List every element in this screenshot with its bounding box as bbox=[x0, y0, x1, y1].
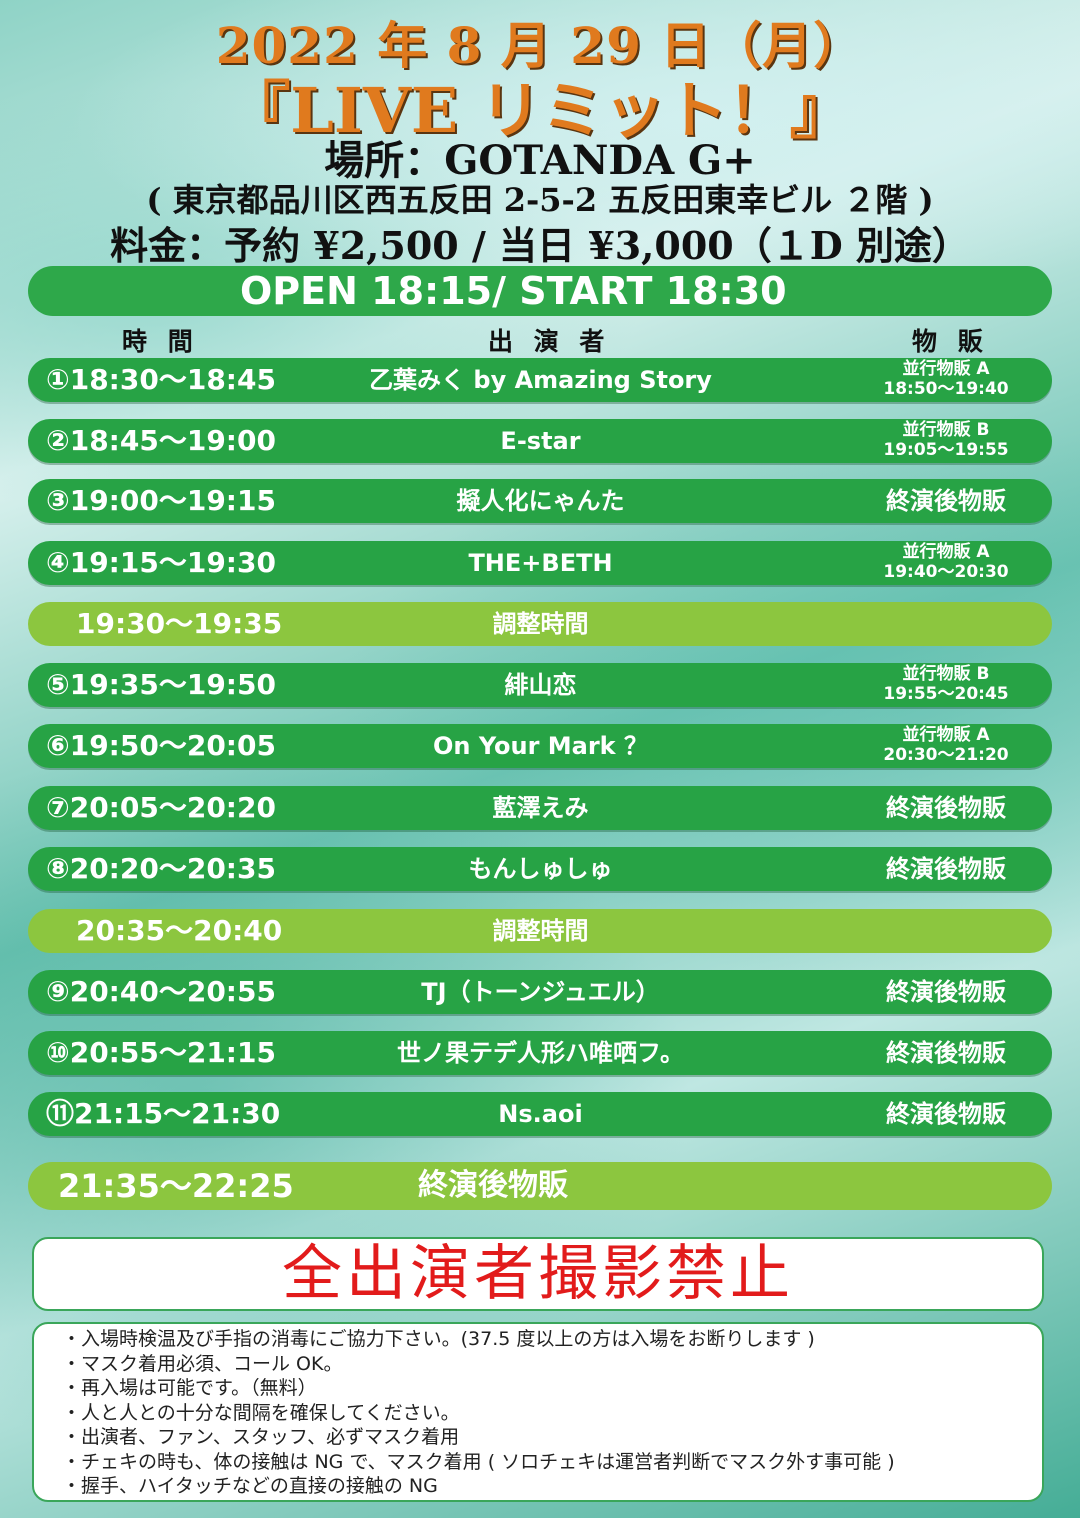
performer-name: Ns.aoi bbox=[498, 1100, 583, 1128]
event-place: 場所：GOTANDA G+ bbox=[324, 137, 756, 184]
schedule-row: ⑦20:05～20:20 藍澤えみ 終演後物販 bbox=[28, 786, 1052, 830]
note-item: ・再入場は可能です。（無料） bbox=[62, 1377, 317, 1399]
schedule-row: ④19:15～19:30 THE+BETH 並行物販 A 19:40～20:30 bbox=[28, 541, 1052, 585]
adjustment-label: 調整時間 bbox=[492, 610, 589, 638]
slot-time: ②18:45～19:00 bbox=[46, 424, 276, 457]
performer-name: On Your Mark ？ bbox=[432, 732, 648, 760]
adjustment-row: 19:30～19:35 調整時間 bbox=[28, 602, 1052, 646]
slot-time: ⑥19:50～20:05 bbox=[46, 729, 276, 762]
photo-ban-notice: 全出演者撮影禁止 bbox=[32, 1237, 1044, 1311]
notes-box: ・入場時検温及び手指の消毒にご協力下さい。(37.5 度以上の方は入場をお断りし… bbox=[32, 1322, 1044, 1502]
performer-name: E-star bbox=[500, 427, 581, 455]
slot-time: ⑪21:15～21:30 bbox=[46, 1097, 281, 1130]
schedule-row: ⑪21:15～21:30 Ns.aoi 終演後物販 bbox=[28, 1092, 1052, 1136]
column-header-goods: 物 販 bbox=[912, 327, 989, 356]
schedule-row: ③19:00～19:15 擬人化にゃんた 終演後物販 bbox=[28, 479, 1052, 523]
goods-info: 終演後物販 bbox=[886, 794, 1006, 822]
slot-time: 21:35～22:25 bbox=[58, 1167, 294, 1205]
performer-name: 世ノ果テデ人形ハ唯哂フ。 bbox=[396, 1039, 685, 1067]
performer-name: 藍澤えみ bbox=[492, 794, 589, 822]
adjustment-label: 調整時間 bbox=[492, 917, 589, 945]
schedule-row: ②18:45～19:00 E-star 並行物販 B 19:05～19:55 bbox=[28, 419, 1052, 463]
slot-time: ⑦20:05～20:20 bbox=[46, 791, 276, 824]
goods-info: 並行物販 A 20:30～21:20 bbox=[883, 725, 1009, 765]
note-item: ・入場時検温及び手指の消毒にご協力下さい。(37.5 度以上の方は入場をお断りし… bbox=[62, 1328, 815, 1350]
slot-time: ③19:00～19:15 bbox=[46, 484, 276, 517]
schedule-row: ⑧20:20～20:35 もんしゅしゅ 終演後物販 bbox=[28, 847, 1052, 891]
note-item: ・人と人との十分な間隔を確保してください。 bbox=[62, 1401, 460, 1424]
slot-time: ⑩20:55～21:15 bbox=[46, 1036, 276, 1069]
performer-name: THE+BETH bbox=[468, 549, 613, 577]
performer-name: 緋山恋 bbox=[504, 671, 577, 699]
final-goods-row: 21:35～22:25 終演後物販 bbox=[28, 1162, 1052, 1210]
slot-time: ①18:30～18:45 bbox=[46, 363, 276, 396]
note-item: ・マスク着用必須、コール OK。 bbox=[62, 1352, 343, 1375]
slot-time: ⑤19:35～19:50 bbox=[46, 668, 276, 701]
slot-time: ⑧20:20～20:35 bbox=[46, 852, 276, 885]
column-header-time: 時 間 bbox=[122, 327, 199, 356]
goods-info: 並行物販 B 19:55～20:45 bbox=[883, 664, 1009, 704]
schedule-row: ⑩20:55～21:15 世ノ果テデ人形ハ唯哂フ。 終演後物販 bbox=[28, 1031, 1052, 1075]
event-address: ( 東京都品川区西五反田 2-5-2 五反田東幸ビル ２階 ) bbox=[146, 181, 934, 219]
slot-time: 19:30～19:35 bbox=[76, 607, 283, 640]
goods-info: 終演後物販 bbox=[886, 855, 1006, 883]
schedule-row: ⑥19:50～20:05 On Your Mark ？ 並行物販 A 20:30～… bbox=[28, 724, 1052, 768]
event-title: 『LIVE リミット！』 bbox=[228, 74, 852, 147]
note-item: ・握手、ハイタッチなどの直接の接触の NG bbox=[62, 1475, 438, 1497]
slot-time: ⑨20:40～20:55 bbox=[46, 975, 276, 1008]
note-item: ・チェキの時も、体の接触は NG で、マスク着用 ( ソロチェキは運営者判断でマ… bbox=[62, 1450, 895, 1473]
goods-info: 並行物販 B 19:05～19:55 bbox=[883, 420, 1009, 460]
goods-info: 終演後物販 bbox=[886, 487, 1006, 515]
adjustment-row: 20:35～20:40 調整時間 bbox=[28, 909, 1052, 953]
event-date: 2022 年 8 月 29 日（月） bbox=[215, 16, 865, 75]
performer-name: もんしゅしゅ bbox=[468, 855, 613, 883]
schedule-row: ⑤19:35～19:50 緋山恋 並行物販 B 19:55～20:45 bbox=[28, 663, 1052, 707]
goods-info: 並行物販 A 19:40～20:30 bbox=[883, 542, 1009, 582]
final-goods-label: 終演後物販 bbox=[418, 1168, 568, 1203]
performer-name: TJ（トーンジュエル） bbox=[421, 978, 660, 1006]
slot-time: 20:35～20:40 bbox=[76, 914, 283, 947]
goods-info: 終演後物販 bbox=[886, 1100, 1006, 1128]
goods-info: 終演後物販 bbox=[886, 1039, 1006, 1067]
goods-info: 終演後物販 bbox=[886, 978, 1006, 1006]
open-start-bar: OPEN 18:15/ START 18:30 bbox=[28, 266, 1052, 316]
performer-name: 乙葉みく by Amazing Story bbox=[369, 366, 712, 394]
schedule-row: ①18:30～18:45 乙葉みく by Amazing Story 並行物販 … bbox=[28, 358, 1052, 402]
event-price: 料金：予約 ¥2,500 / 当日 ¥3,000（１D 別途） bbox=[110, 223, 970, 268]
note-item: ・出演者、ファン、スタッフ、必ずマスク着用 bbox=[62, 1426, 460, 1448]
slot-time: ④19:15～19:30 bbox=[46, 546, 276, 579]
goods-info: 並行物販 A 18:50～19:40 bbox=[883, 359, 1009, 399]
performer-name: 擬人化にゃんた bbox=[456, 487, 625, 515]
column-header-performer: 出 演 者 bbox=[488, 327, 611, 356]
schedule-row: ⑨20:40～20:55 TJ（トーンジュエル） 終演後物販 bbox=[28, 970, 1052, 1014]
